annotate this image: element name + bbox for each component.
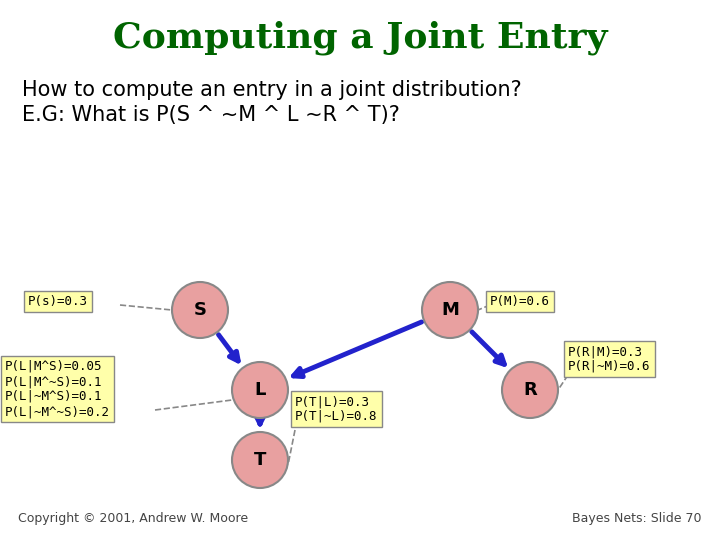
Text: M: M bbox=[441, 301, 459, 319]
Circle shape bbox=[422, 282, 478, 338]
Text: P(M)=0.6: P(M)=0.6 bbox=[490, 295, 550, 308]
Text: L: L bbox=[254, 381, 266, 399]
Circle shape bbox=[172, 282, 228, 338]
Text: S: S bbox=[194, 301, 207, 319]
Text: Copyright © 2001, Andrew W. Moore: Copyright © 2001, Andrew W. Moore bbox=[18, 512, 248, 525]
Circle shape bbox=[502, 362, 558, 418]
Text: E.G: What is P(S ^ ~M ^ L ~R ^ T)?: E.G: What is P(S ^ ~M ^ L ~R ^ T)? bbox=[22, 105, 400, 125]
Text: R: R bbox=[523, 381, 537, 399]
Text: How to compute an entry in a joint distribution?: How to compute an entry in a joint distr… bbox=[22, 80, 522, 100]
Text: P(T|L)=0.3
P(T|~L)=0.8: P(T|L)=0.3 P(T|~L)=0.8 bbox=[295, 395, 377, 423]
Text: P(R|M)=0.3
P(R|~M)=0.6: P(R|M)=0.3 P(R|~M)=0.6 bbox=[568, 345, 650, 373]
Text: Bayes Nets: Slide 70: Bayes Nets: Slide 70 bbox=[572, 512, 702, 525]
Circle shape bbox=[232, 362, 288, 418]
Text: Computing a Joint Entry: Computing a Joint Entry bbox=[113, 21, 607, 55]
Text: T: T bbox=[254, 451, 266, 469]
Circle shape bbox=[232, 432, 288, 488]
Text: P(s)=0.3: P(s)=0.3 bbox=[28, 295, 88, 308]
Text: P(L|M^S)=0.05
P(L|M^~S)=0.1
P(L|~M^S)=0.1
P(L|~M^~S)=0.2: P(L|M^S)=0.05 P(L|M^~S)=0.1 P(L|~M^S)=0.… bbox=[5, 360, 110, 418]
